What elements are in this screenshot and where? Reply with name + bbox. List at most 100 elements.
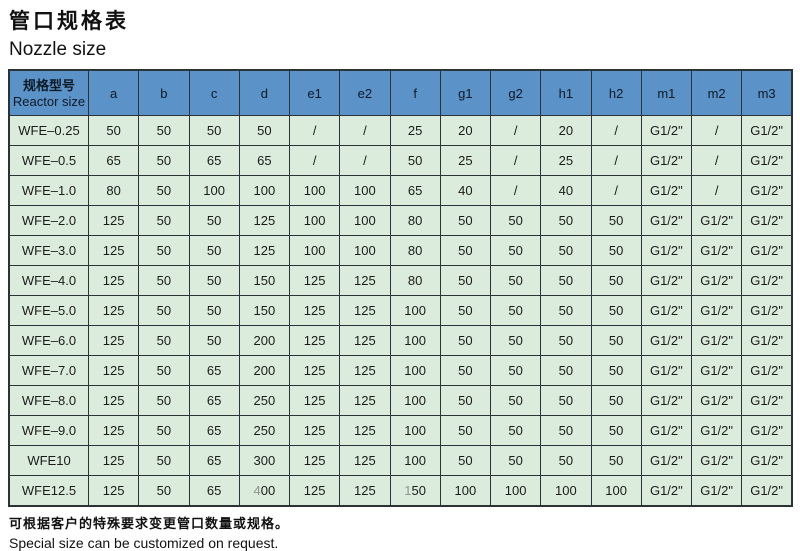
value-cell: 50 (188, 235, 240, 266)
value-cell: 125 (87, 325, 140, 356)
value-cell: 125 (339, 415, 391, 446)
value-cell: 50 (188, 205, 240, 236)
value-cell: 65 (188, 475, 240, 507)
value-cell: 50 (489, 235, 542, 266)
value-cell: G1/2" (690, 325, 743, 356)
value-cell: 100 (389, 415, 441, 446)
value-cell: 125 (288, 295, 341, 326)
value-cell: G1/2" (640, 175, 693, 206)
value-cell: G1/2" (741, 175, 793, 206)
value-cell: G1/2" (741, 295, 793, 326)
table-body: WFE–0.25 50 50 50 50//25 20/20/G1/2" / G1/2" WFE… (8, 115, 793, 507)
footnote-zh: 可根据客户的特殊要求变更管口数量或规格。 (9, 516, 290, 531)
value-cell: 250 (238, 385, 291, 416)
value-cell: / (288, 115, 341, 146)
value-cell: G1/2" (690, 265, 743, 296)
model-cell: WFE–9.0 (8, 415, 89, 446)
value-cell: 50 (138, 385, 190, 416)
value-cell: G1/2" (741, 445, 793, 476)
value-cell: 50 (590, 325, 642, 356)
model-cell: WFE–8.0 (8, 385, 89, 416)
value-cell: 50 (138, 145, 190, 176)
table-row: WFE–9.0 125 50 65 250 125 125 100 50 50 50 50 G1/2" G… (8, 415, 793, 446)
value-cell: 25 (389, 115, 441, 146)
value-cell: / (590, 145, 642, 176)
model-cell: WFE–3.0 (8, 235, 89, 266)
value-cell: / (489, 175, 542, 206)
value-cell: 100 (288, 235, 341, 266)
value-cell: G1/2" (640, 445, 693, 476)
value-cell: 125 (339, 445, 391, 476)
model-cell: WFE–2.0 (8, 205, 89, 236)
value-cell: 50 (188, 115, 240, 146)
value-cell: / (690, 145, 743, 176)
value-cell: 125 (288, 445, 341, 476)
value-cell: 125 (288, 355, 341, 386)
value-cell: G1/2" (741, 355, 793, 386)
value-cell: 50 (87, 115, 140, 146)
value-cell: 50 (138, 475, 190, 507)
table-row: WFE12.5 125 50 65 400 125 125 150 100 100 100 100 G1… (8, 475, 793, 507)
col-header-c: c (188, 69, 240, 116)
value-cell: 100 (238, 175, 291, 206)
value-cell: 50 (138, 175, 190, 206)
value-cell: 40 (540, 175, 592, 206)
value-cell: 65 (188, 415, 240, 446)
value-cell: 50 (540, 355, 592, 386)
model-cell: WFE12.5 (8, 475, 89, 507)
value-cell: / (489, 145, 542, 176)
value-cell: 125 (288, 415, 341, 446)
model-cell: WFE10 (8, 445, 89, 476)
value-cell: 100 (188, 175, 240, 206)
value-cell: 50 (138, 265, 190, 296)
col-header-g2: g2 (489, 69, 542, 116)
value-cell: 50 (590, 355, 642, 386)
value-cell: 65 (188, 445, 240, 476)
value-cell: 125 (339, 385, 391, 416)
value-cell: 20 (439, 115, 492, 146)
value-cell: G1/2" (741, 325, 793, 356)
col-header-m1: m1 (640, 69, 693, 116)
value-cell: 125 (87, 475, 140, 507)
value-cell: G1/2" (741, 385, 793, 416)
model-cell: WFE–5.0 (8, 295, 89, 326)
col-header-h2: h2 (590, 69, 642, 116)
value-cell: 50 (489, 265, 542, 296)
value-cell: 200 (238, 355, 291, 386)
value-cell: 50 (188, 265, 240, 296)
value-cell: 100 (439, 475, 492, 507)
value-cell: 50 (138, 235, 190, 266)
col-header-reactor-size-en: Reactor size (12, 93, 86, 109)
model-cell: WFE–7.0 (8, 355, 89, 386)
value-cell: G1/2" (640, 325, 693, 356)
col-header-e2: e2 (339, 69, 391, 116)
value-cell: 50 (439, 295, 492, 326)
value-cell: 50 (439, 385, 492, 416)
value-cell: 125 (339, 325, 391, 356)
value-cell: 100 (339, 175, 391, 206)
value-cell: 50 (439, 415, 492, 446)
value-cell: 50 (439, 445, 492, 476)
value-cell: G1/2" (640, 415, 693, 446)
value-cell: 80 (389, 235, 441, 266)
value-cell: G1/2" (690, 235, 743, 266)
value-cell: 50 (138, 445, 190, 476)
page-title-zh: 管口规格表 (9, 10, 129, 33)
value-cell: / (690, 115, 743, 146)
value-cell: 50 (439, 355, 492, 386)
header-row: 规格型号 Reactor size a b c d e1 e2 f g1 g2 h1 h2 m1 m2 m… (8, 69, 793, 116)
value-cell: G1/2" (690, 415, 743, 446)
value-cell: 50 (188, 295, 240, 326)
col-header-d: d (238, 69, 291, 116)
value-cell: G1/2" (741, 475, 793, 507)
value-cell: G1/2" (640, 145, 693, 176)
value-cell: 200 (238, 325, 291, 356)
value-cell: 100 (339, 205, 391, 236)
value-cell: 100 (389, 445, 441, 476)
muted-digit: 4 (253, 483, 261, 498)
value-cell: 50 (138, 205, 190, 236)
value-cell: G1/2" (640, 235, 693, 266)
value-cell: G1/2" (640, 265, 693, 296)
col-header-m3: m3 (741, 69, 793, 116)
value-cell: 125 (288, 385, 341, 416)
